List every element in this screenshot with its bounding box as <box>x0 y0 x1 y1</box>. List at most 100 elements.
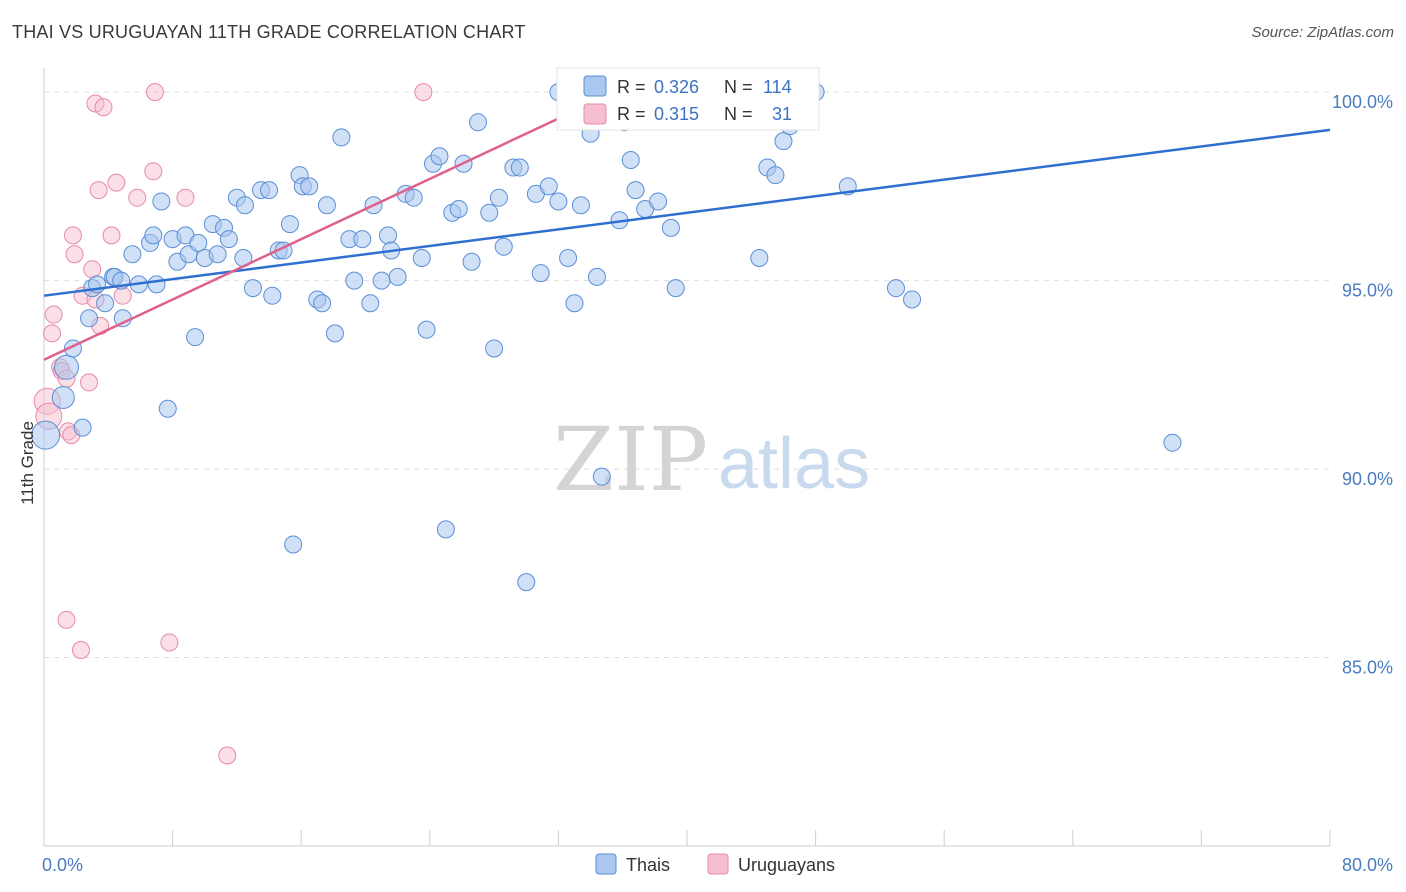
uruguayans-point <box>71 641 90 659</box>
x-tick-label-1: 80.0% <box>1342 855 1393 875</box>
thais-point <box>549 192 568 211</box>
uruguayans-point <box>176 188 195 207</box>
thais-point <box>158 399 177 418</box>
thais-point <box>235 196 254 215</box>
tick-labels: 85.0% 90.0% 95.0% 100.0% 0.0% 80.0% <box>42 92 1393 875</box>
thais-swatch-stats <box>583 75 607 97</box>
uruguayans-point <box>128 188 147 207</box>
thais-point <box>649 192 668 211</box>
thais-point <box>430 147 449 166</box>
thais-point <box>510 158 529 177</box>
uruguayans-n-value: 31 <box>772 104 792 124</box>
thais-point <box>436 520 455 539</box>
thais-r-label: R = <box>617 77 646 97</box>
thais-point <box>485 339 504 358</box>
uruguayans-point <box>145 83 164 102</box>
thais-point <box>80 309 99 328</box>
uruguayans-r-label: R = <box>617 104 646 124</box>
uruguayans-point <box>83 260 102 279</box>
uruguayans-r-value: 0.315 <box>654 104 699 124</box>
legend-uruguayans-label: Uruguayans <box>738 855 835 875</box>
thais-point <box>361 294 380 313</box>
thais-point <box>332 128 351 147</box>
thais-point <box>313 294 332 313</box>
thais-point <box>51 385 75 409</box>
uruguayans-point <box>44 305 63 324</box>
thais-point <box>379 226 398 245</box>
trend-lines <box>43 91 1331 361</box>
uruguayans-point <box>113 286 132 305</box>
thais-point <box>766 166 785 185</box>
uruguayans-point <box>160 633 179 652</box>
uruguayans-point <box>102 226 121 245</box>
thais-point <box>345 271 364 290</box>
legend: Thais Uruguayans <box>595 853 835 875</box>
watermark: ZIP atlas <box>553 408 870 511</box>
thais-point <box>626 181 645 200</box>
thais-point <box>592 467 611 486</box>
watermark-atlas: atlas <box>718 424 870 504</box>
thais-point <box>208 245 227 264</box>
y-axis-label: 11th Grade <box>18 421 37 505</box>
uruguayans-point <box>43 324 62 343</box>
thais-n-value: 114 <box>763 77 792 97</box>
thais-point <box>123 245 142 264</box>
thais-point <box>372 271 391 290</box>
thais-point <box>147 275 166 294</box>
thais-point <box>280 215 299 234</box>
thais-point <box>539 177 558 196</box>
thais-trend-line <box>43 128 1331 297</box>
thais-point <box>144 226 163 245</box>
thais-point <box>571 196 590 215</box>
thais-point <box>96 294 115 313</box>
uruguayans-points <box>33 83 433 765</box>
thais-point <box>284 535 303 554</box>
uruguayans-point <box>57 610 76 629</box>
grid-lines <box>44 91 1330 659</box>
thais-point <box>388 267 407 286</box>
y-tick-label-3: 100.0% <box>1332 92 1393 112</box>
thais-point <box>903 290 922 309</box>
thais-point <box>263 286 282 305</box>
thais-point <box>750 249 769 267</box>
thais-point <box>353 230 372 249</box>
source-credit: Source: ZipAtlas.com <box>1251 24 1394 41</box>
axes <box>43 68 1331 847</box>
thais-point <box>666 279 685 298</box>
thais-point <box>152 192 171 211</box>
uruguayans-point <box>63 226 82 245</box>
thais-point <box>462 252 481 271</box>
uruguayans-point <box>80 373 99 392</box>
thais-point <box>73 418 92 437</box>
thais-point <box>186 328 205 347</box>
thais-points <box>31 83 1182 592</box>
uruguayans-point <box>218 746 237 765</box>
uruguayans-point <box>89 181 108 200</box>
chart-title: THAI VS URUGUAYAN 11TH GRADE CORRELATION… <box>12 22 526 42</box>
y-tick-label-1: 90.0% <box>1342 469 1393 489</box>
uruguayans-n-label: N = <box>724 104 753 124</box>
thais-point <box>300 177 319 196</box>
thais-n-label: N = <box>724 77 753 97</box>
thais-point <box>417 320 436 339</box>
uruguayans-swatch-stats <box>583 103 607 125</box>
thais-point <box>189 233 208 252</box>
uruguayans-point <box>65 245 84 264</box>
thais-point <box>1163 433 1182 452</box>
thais-point <box>559 249 578 267</box>
y-tick-label-0: 85.0% <box>1342 658 1393 678</box>
thais-point <box>587 267 606 286</box>
thais-point <box>449 200 468 218</box>
thais-point <box>565 294 584 313</box>
thais-point <box>489 188 508 207</box>
thais-point <box>404 188 423 207</box>
thais-point <box>469 113 488 132</box>
uruguayans-point <box>414 83 433 102</box>
thais-point <box>517 573 536 592</box>
thais-point <box>661 218 680 237</box>
uruguayans-point <box>107 173 126 192</box>
legend-thais-label: Thais <box>626 855 670 875</box>
thais-point <box>621 151 640 169</box>
uruguayans-trend-line <box>43 91 616 361</box>
